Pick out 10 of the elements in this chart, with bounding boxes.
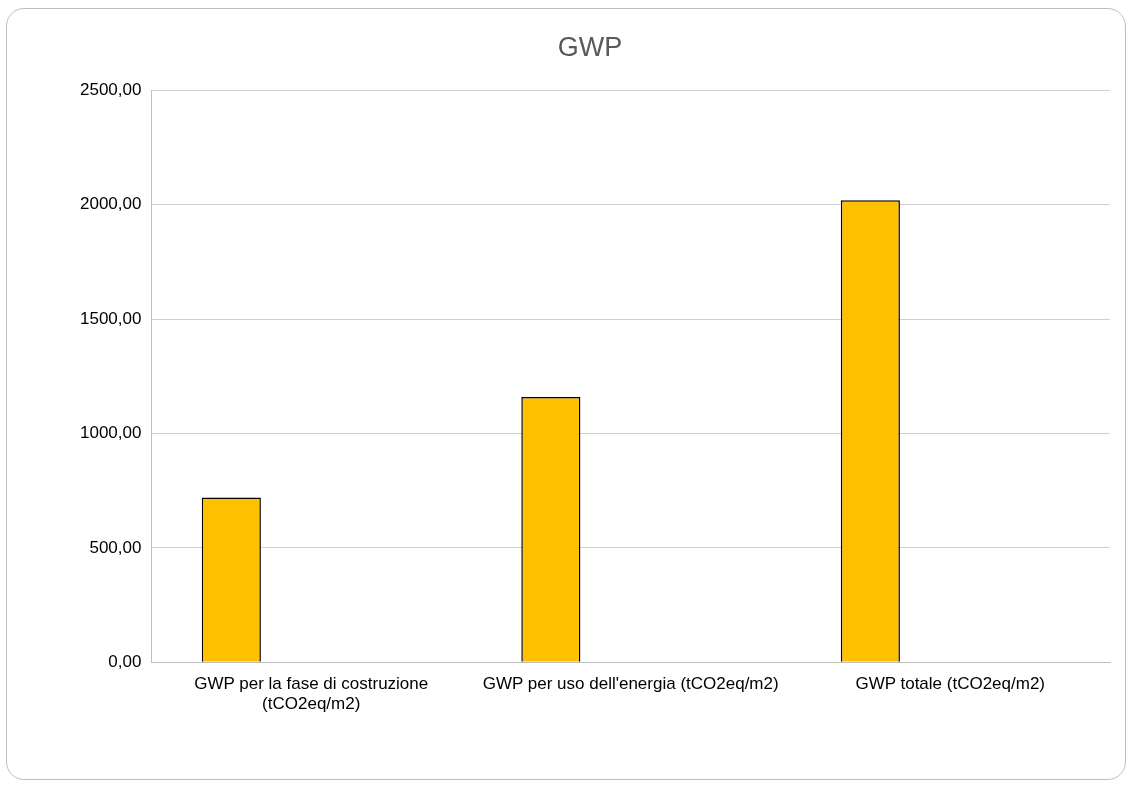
y-tick-label: 0,00 (108, 651, 142, 671)
x-tick-label: GWP per uso dell'energia (tCO2eq/m2) (482, 674, 779, 694)
chart-title: GWP (557, 31, 623, 62)
y-tick-label: 1000,00 (80, 423, 142, 443)
x-tick-label: GWP totale (tCO2eq/m2) (855, 674, 1046, 694)
y-tick-label: 2500,00 (80, 80, 142, 100)
y-tick-label: 500,00 (89, 537, 142, 557)
y-tick-label: 1500,00 (80, 308, 142, 328)
x-tick-label: GWP per la fase di costruzione (tCO2eq/m2) (194, 674, 429, 714)
y-tick-label: 2000,00 (80, 194, 142, 214)
